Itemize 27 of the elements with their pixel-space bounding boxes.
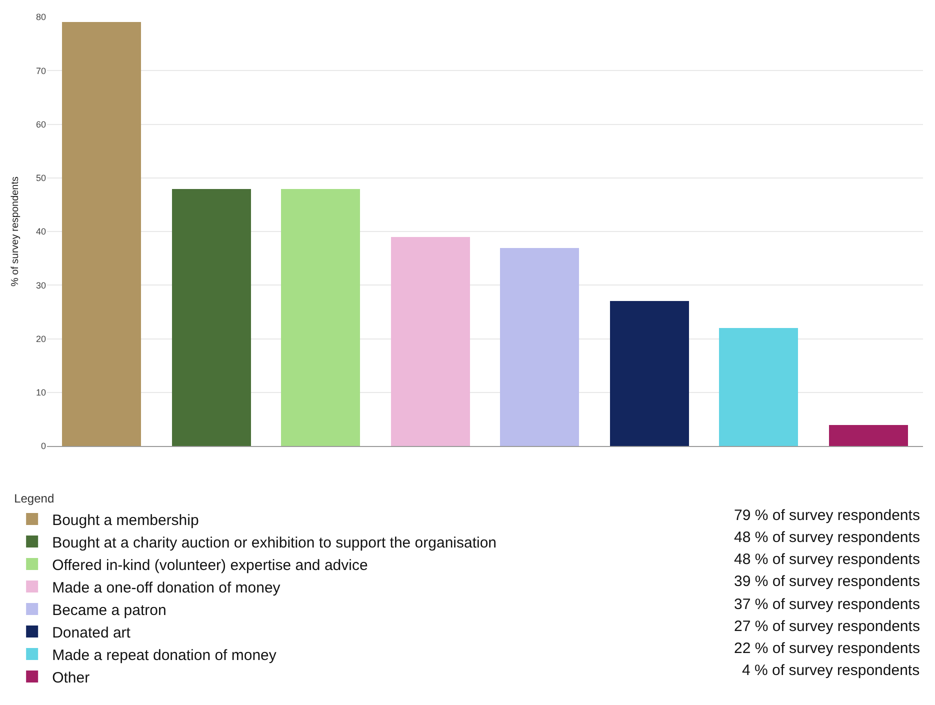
y-tick-label: 60 [36,119,46,130]
y-axis-title: % of survey respondents [10,176,21,287]
y-tick-label: 40 [36,226,46,237]
text: 39 % of survey respondents [734,573,920,590]
legend-label: Bought at a charity auction or exhibition to support the organisation [52,534,497,552]
text: 48 % of survey respondents [734,529,920,546]
text: 48 % of survey respondents [734,551,920,568]
y-tick-label: 80 [36,12,46,22]
legend-label: Made a one-off donation of money [52,579,281,596]
y-tick-label: 0 [40,441,46,452]
text: 4 % of survey respondents [742,662,920,679]
y-tick-label: 30 [36,280,46,290]
legend-label: Offered in-kind (volunteer) expertise and advice [52,556,368,574]
legend-title: Legend [14,492,54,506]
text: 79 % of survey respondents [734,507,920,524]
y-tick-label: 70 [36,66,46,76]
y-tick-label: 50 [36,173,46,184]
legend-label: Bought a membership [52,512,199,529]
legend-label: Made a repeat donation of money [52,646,277,664]
text: 37 % of survey respondents [734,596,920,613]
legend-label: Donated art [52,624,132,642]
legend-label: Other [52,669,90,686]
y-tick-label: 10 [36,388,46,398]
text: 27 % of survey respondents [734,618,920,635]
y-tick-label: 20 [36,334,46,344]
text: 22 % of survey respondents [734,640,920,657]
legend-label: Became a patron [52,602,166,619]
